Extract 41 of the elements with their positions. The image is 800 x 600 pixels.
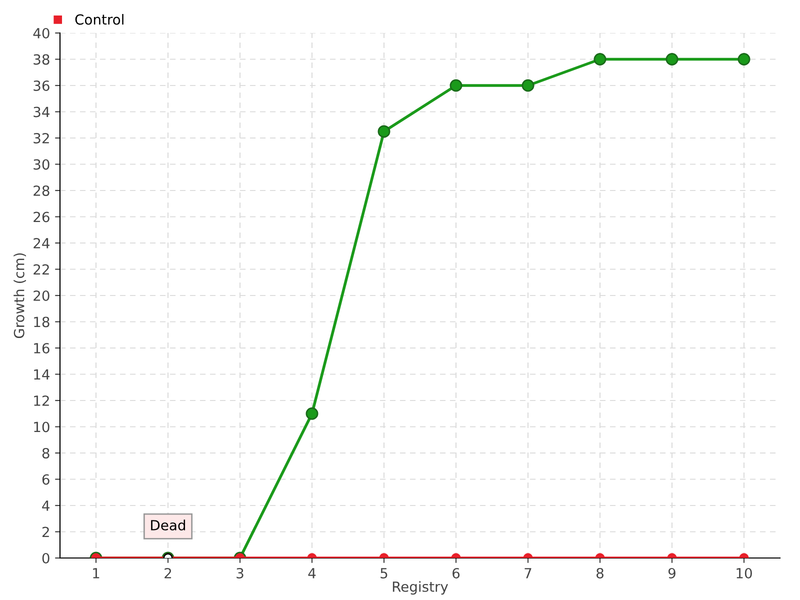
x-tick-label: 8 [596,568,604,578]
x-tick-label: 10 [736,568,752,578]
y-tick-label: 30 [34,159,50,170]
y-tick-label: 2 [42,526,49,538]
point [594,53,606,66]
x-tick-label: 6 [452,568,460,578]
x-tick-label: 2 [164,568,172,578]
y-tick-label: 26 [34,212,50,222]
y-tick-label: 8 [42,448,50,458]
annotation: Dead [151,520,186,530]
x-tick-label: 1 [93,568,100,578]
point [666,53,678,66]
y-tick-label: 24 [34,238,50,248]
y-tick-label: 16 [34,342,50,354]
y-tick-label: 6 [42,474,50,485]
y-tick-label: 14 [34,369,50,380]
y-axis-title: Growth (cm) [14,253,26,338]
y-tick-label: 10 [34,422,50,432]
x-tick-label: 9 [668,568,676,578]
x-tick-label: 4 [308,568,316,578]
y-tick-label: 34 [34,106,50,118]
y-tick-label: 40 [33,28,50,38]
y-tick-label: 38 [34,54,50,65]
y-tick-label: 0 [42,552,50,564]
x-axis-title: Registry [392,581,448,595]
legend-label: Control [75,14,124,25]
point [450,79,462,92]
x-tick-label: 3 [236,568,244,578]
y-tick-label: 32 [34,132,49,144]
y-tick-label: 20 [34,290,50,301]
y-tick-label: 4 [42,500,50,511]
point [378,125,390,138]
y-tick-label: 22 [34,264,49,275]
x-tick-label: 5 [380,568,388,578]
point [738,53,750,66]
y-tick-label: 28 [34,185,50,196]
y-tick-label: 36 [34,80,50,91]
point [522,79,534,92]
y-tick-label: 12 [34,395,49,406]
y-tick-label: 18 [34,316,50,328]
x-tick-label: 7 [524,568,532,578]
